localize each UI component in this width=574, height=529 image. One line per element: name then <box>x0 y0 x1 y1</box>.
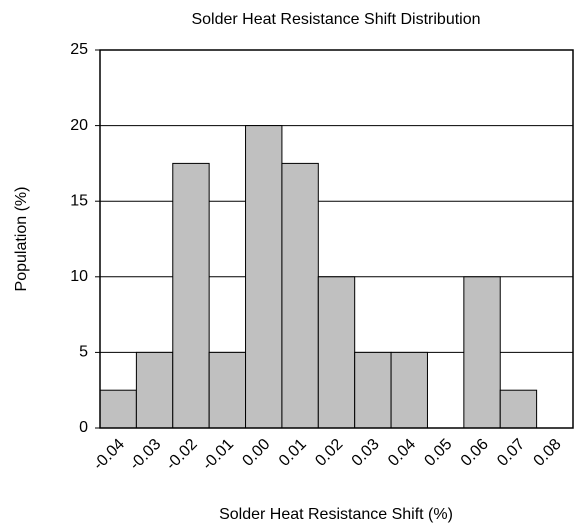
bar <box>354 351 392 429</box>
x-tick-label: 0.03 <box>349 436 383 470</box>
x-tick-label: 0.01 <box>276 436 310 470</box>
y-tick-label: 15 <box>70 192 88 209</box>
bar <box>245 125 283 429</box>
x-tick-label: 0.08 <box>531 436 565 470</box>
x-tick-label: 0.04 <box>385 436 419 470</box>
x-tick-label: 0.05 <box>421 436 455 470</box>
y-tick-label: 5 <box>79 344 88 361</box>
x-tick-label: 0.06 <box>458 436 492 470</box>
bar <box>135 351 174 429</box>
bar <box>499 389 538 429</box>
x-tick-label: 0.07 <box>494 436 528 470</box>
bar <box>281 162 319 429</box>
x-tick-label: 0.00 <box>240 436 274 470</box>
x-tick-label: -0.01 <box>199 436 237 474</box>
y-tick-label: 20 <box>70 117 88 134</box>
x-tick-label: -0.04 <box>90 436 128 474</box>
x-tick-label: -0.03 <box>127 436 165 474</box>
bar <box>390 351 428 429</box>
x-axis-label: Solder Heat Resistance Shift (%) <box>219 506 453 523</box>
x-tick-label: -0.02 <box>163 436 201 474</box>
x-tick-label: 0.02 <box>312 436 346 470</box>
y-tick-label: 25 <box>70 41 88 58</box>
bar <box>208 351 247 429</box>
bar <box>172 162 210 429</box>
bar <box>99 389 137 429</box>
bar <box>317 276 356 429</box>
y-axis-label: Population (%) <box>13 187 30 292</box>
y-tick-label: 10 <box>70 268 88 285</box>
chart-title: Solder Heat Resistance Shift Distributio… <box>191 11 480 28</box>
plot-frame <box>99 49 574 429</box>
y-tick-label: 0 <box>79 419 88 436</box>
bar <box>463 276 501 429</box>
